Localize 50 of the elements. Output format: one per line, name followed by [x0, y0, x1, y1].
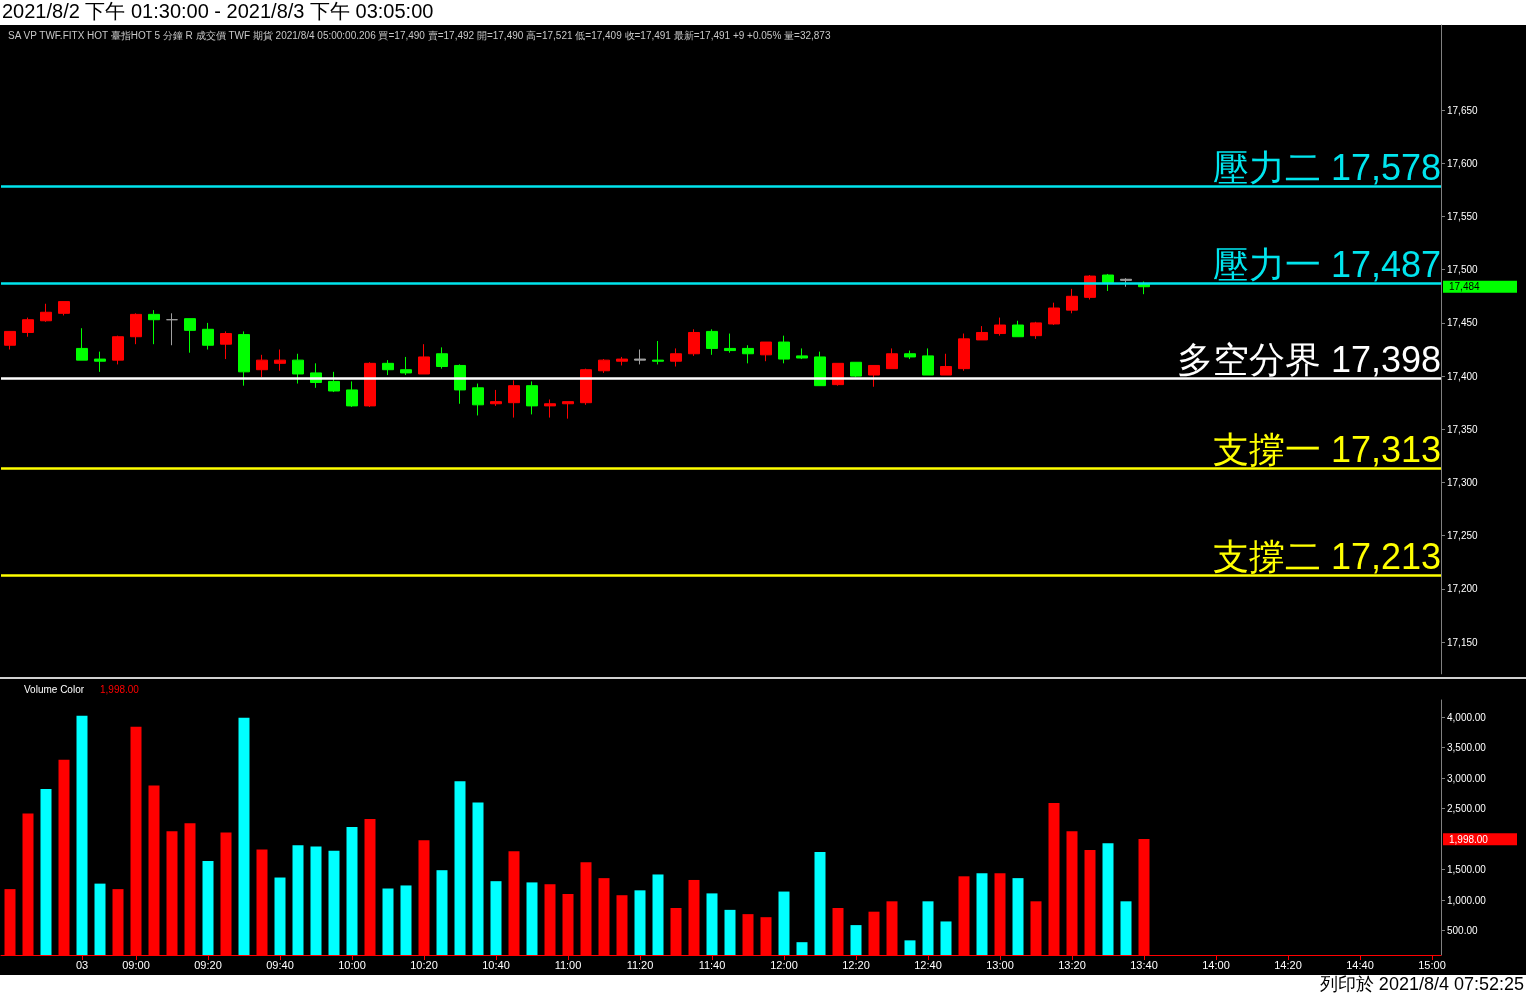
x-tick-label: 09:00 — [122, 958, 150, 971]
y-tick-label: 17,150 — [1447, 636, 1479, 648]
text: 列印於 2021/8/4 07:52:25 — [1319, 974, 1525, 994]
x-tick-label: 10:20 — [410, 958, 438, 971]
y-tick-label: 1,500.00 — [1447, 864, 1487, 876]
y-tick-label: 17,250 — [1447, 530, 1479, 542]
chart-title: Volume Color — [24, 683, 85, 695]
x-tick-label: 10:40 — [482, 958, 510, 971]
x-tick-label: 14:00 — [1202, 958, 1230, 971]
y-tick-label: 17,350 — [1447, 423, 1479, 435]
y-tick-label: 2,500.00 — [1447, 803, 1487, 815]
text: 1,998.00 — [100, 683, 140, 695]
x-tick-label: 15:00 — [1418, 958, 1446, 971]
x-tick-label: 09:20 — [194, 958, 222, 971]
y-tick-label: 17,550 — [1447, 211, 1479, 223]
ref-line-label: 支撐二 17,213 — [1212, 535, 1441, 577]
y-tick-label: 3,500.00 — [1447, 742, 1487, 754]
text: 17,484 — [1449, 281, 1481, 293]
x-tick-label: 13:00 — [986, 958, 1014, 971]
y-tick-label: 4,000.00 — [1447, 711, 1487, 723]
x-tick-label: 10:00 — [338, 958, 366, 971]
x-tick-label: 13:40 — [1130, 958, 1158, 971]
x-tick-label: 13:20 — [1058, 958, 1086, 971]
y-tick-label: 17,650 — [1447, 104, 1479, 116]
y-tick-label: 17,300 — [1447, 476, 1479, 488]
x-tick-label: 09:40 — [266, 958, 294, 971]
y-tick-label: 17,200 — [1447, 583, 1479, 595]
text: 1,998.00 — [1449, 833, 1489, 845]
y-tick-label: 3,000.00 — [1447, 772, 1487, 784]
x-tick-label: 14:20 — [1274, 958, 1302, 971]
x-tick-label: 11:00 — [554, 958, 582, 971]
ref-line-label: 壓力二 17,578 — [1212, 147, 1441, 189]
x-tick-label: 11:20 — [626, 958, 654, 971]
x-tick-label: 03 — [75, 958, 89, 971]
y-tick-label: 1,000.00 — [1447, 894, 1487, 906]
ref-line-label: 支撐一 17,313 — [1212, 429, 1441, 471]
x-tick-label: 14:40 — [1346, 958, 1374, 971]
y-tick-label: 17,500 — [1447, 264, 1479, 276]
annotation: SA VP TWF.FITX HOT 臺指HOT 5 分鐘 R 成交價 TWF 期貨 2021/8/4 05:00:00.206 買=17,490 賣=17,492 開=17,490 高=17,521 低=17,409 收=17,491 最新=17,491 +9 +0.05% 量=32,873 — [8, 29, 831, 41]
x-tick-label: 12:20 — [842, 958, 870, 971]
ref-line-label: 多空分界 17,398 — [1176, 338, 1441, 380]
y-tick-label: 17,600 — [1447, 157, 1479, 169]
x-tick-label: 12:00 — [770, 958, 798, 971]
y-tick-label: 17,400 — [1447, 370, 1479, 382]
chart-title: 2021/8/2 下午 01:30:00 - 2021/8/3 下午 03:05:00 — [2, 0, 434, 22]
ref-line-label: 壓力一 17,487 — [1212, 244, 1441, 286]
x-tick-label: 12:40 — [914, 958, 942, 971]
y-tick-label: 17,450 — [1447, 317, 1479, 329]
y-tick-label: 500.00 — [1447, 925, 1479, 937]
x-tick-label: 11:40 — [698, 958, 726, 971]
